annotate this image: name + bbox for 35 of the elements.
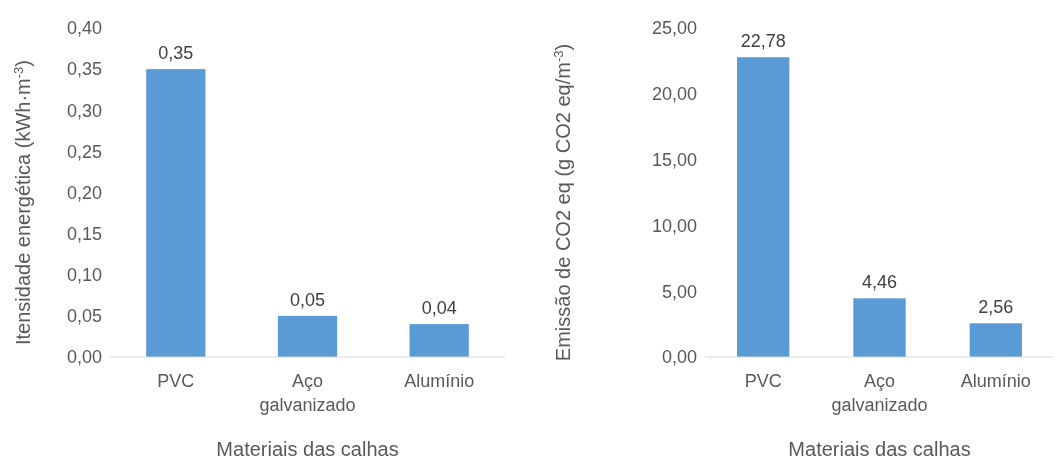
bar — [409, 324, 469, 357]
y-tick-label: 0,20 — [66, 182, 102, 203]
bar — [736, 57, 790, 357]
y-tick-label: 0,00 — [661, 347, 697, 368]
x-axis-title: Materiais das calhas — [216, 438, 399, 460]
y-tick-label: 0,00 — [66, 347, 102, 368]
y-tick-label: 10,00 — [651, 215, 697, 236]
y-tick-label: 5,00 — [661, 281, 697, 302]
x-tick-label: Alumínio — [960, 371, 1031, 391]
x-tick-label: Aço galvanizado — [831, 371, 928, 415]
y-tick-label: 0,35 — [66, 59, 102, 80]
bar — [277, 315, 338, 357]
y-tick-label: 0,05 — [66, 306, 102, 327]
y-tick-label: 0,40 — [66, 18, 102, 39]
data-label: 0,35 — [158, 43, 194, 64]
x-tick-label: PVC — [744, 371, 782, 391]
data-label: 0,04 — [421, 298, 457, 319]
y-tick-label: 25,00 — [651, 18, 697, 39]
y-tick-label: 0,10 — [66, 265, 102, 286]
x-axis-title: Materiais das calhas — [788, 438, 971, 460]
bar — [146, 69, 206, 357]
data-label: 2,56 — [978, 297, 1014, 318]
y-tick-label: 0,25 — [66, 141, 102, 162]
y-tick-label: 15,00 — [651, 149, 697, 170]
x-tick-label: PVC — [157, 371, 195, 391]
y-tick-label: 0,15 — [66, 223, 102, 244]
y-tick-label: 0,30 — [66, 100, 102, 121]
data-label: 22,78 — [740, 31, 786, 52]
data-label: 4,46 — [861, 272, 898, 293]
y-tick-label: 20,00 — [651, 84, 697, 105]
bar — [853, 298, 906, 357]
x-tick-label: Aço galvanizado — [259, 371, 356, 415]
data-label: 0,05 — [289, 289, 326, 310]
bar — [969, 323, 1023, 357]
x-tick-label: Alumínio — [404, 371, 475, 391]
